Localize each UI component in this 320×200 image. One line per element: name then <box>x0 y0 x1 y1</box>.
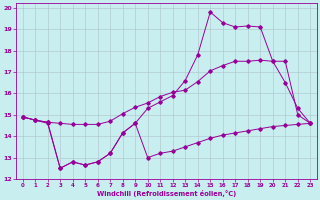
X-axis label: Windchill (Refroidissement éolien,°C): Windchill (Refroidissement éolien,°C) <box>97 190 236 197</box>
